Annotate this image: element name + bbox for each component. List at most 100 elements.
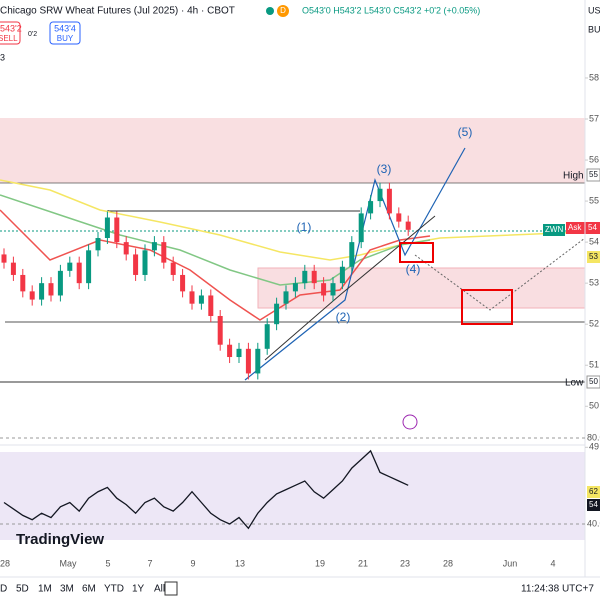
- symbol-tag: [543, 224, 565, 236]
- indicator-count: 3: [0, 52, 5, 62]
- clock: 11:24:38 UTC+7: [521, 584, 594, 595]
- rsi-tick-label: 40.0: [587, 518, 600, 528]
- currency-2: BU: [588, 24, 600, 34]
- candle: [255, 348, 261, 374]
- candle: [292, 283, 298, 292]
- ma-yellow: [0, 179, 586, 261]
- ask-label: Ask: [568, 223, 582, 232]
- candle: [1, 254, 7, 263]
- candle: [48, 283, 54, 296]
- candle: [349, 242, 355, 267]
- candle: [180, 274, 186, 292]
- range-button[interactable]: 6M: [82, 584, 96, 595]
- range-button[interactable]: YTD: [104, 584, 124, 595]
- resistance-zone: [0, 118, 585, 183]
- candle: [217, 315, 223, 345]
- y-tick-label: 56: [589, 154, 599, 164]
- candle: [396, 213, 402, 222]
- symbol-title: Chicago SRW Wheat Futures (Jul 2025) · 4…: [0, 6, 235, 17]
- candle: [133, 254, 139, 275]
- spread: 0'2: [28, 31, 37, 38]
- candle: [189, 291, 195, 304]
- candle: [311, 270, 317, 284]
- candle: [29, 291, 35, 300]
- candle: [114, 217, 120, 243]
- wave-label: (1): [297, 220, 312, 234]
- candle: [302, 270, 308, 284]
- high-value: 55: [589, 170, 598, 179]
- date-label: Jun: [503, 558, 518, 568]
- wave-label: (5): [458, 125, 473, 139]
- range-button[interactable]: 5D: [16, 584, 29, 595]
- candle: [151, 242, 157, 251]
- currency: US: [588, 5, 600, 15]
- date-label: 23: [400, 558, 410, 568]
- buy-button[interactable]: [49, 21, 81, 45]
- range-button[interactable]: D: [0, 584, 7, 595]
- badge-text: D: [280, 6, 286, 15]
- candle: [264, 324, 270, 349]
- date-label: 4: [550, 558, 555, 568]
- target-box: [399, 242, 434, 263]
- range-line: [107, 210, 360, 212]
- date-label: 5: [105, 558, 110, 568]
- date-label: 21: [358, 558, 368, 568]
- rsi-panel: [0, 452, 585, 540]
- date-label: 28: [443, 558, 453, 568]
- range-button[interactable]: 1Y: [132, 584, 145, 595]
- range-button[interactable]: All: [154, 584, 165, 595]
- wave-lines: [244, 147, 466, 381]
- candle: [142, 250, 148, 275]
- date-label: 9: [190, 558, 195, 568]
- rsi-tag: [587, 499, 600, 511]
- ma-value: 53: [589, 252, 598, 261]
- date-label: 7: [147, 558, 152, 568]
- low-label: Low: [565, 378, 584, 389]
- candle: [274, 303, 280, 325]
- candle: [170, 262, 176, 275]
- status-dot: [266, 7, 274, 15]
- target-box: [461, 289, 513, 325]
- symbol-tag-text: ZWN: [545, 225, 563, 234]
- calendar-icon[interactable]: [164, 581, 178, 596]
- rsi-line: [3, 449, 409, 530]
- y-tick-label: 55: [589, 195, 599, 205]
- ma-tag: [587, 251, 600, 263]
- wave-label: (2): [336, 310, 351, 324]
- high-label: High: [563, 171, 584, 182]
- candle: [245, 348, 251, 374]
- projection: [414, 237, 586, 311]
- rsi-tick-label: 80.0: [587, 432, 600, 442]
- y-tick-label: 52: [589, 319, 599, 329]
- y-tick-label: 53: [589, 278, 599, 288]
- y-tick-label: 51: [589, 360, 599, 370]
- wave-label: (4): [406, 262, 421, 276]
- candle: [330, 283, 336, 296]
- y-tick-label: 54: [589, 236, 599, 246]
- candle: [95, 238, 101, 251]
- candle: [104, 217, 110, 239]
- range-button[interactable]: 3M: [60, 584, 74, 595]
- ask-tag: [566, 222, 600, 234]
- badge: [277, 5, 289, 17]
- sell-button[interactable]: [0, 21, 21, 45]
- candle: [386, 188, 392, 214]
- rsi-ma-tag: [587, 486, 600, 498]
- ma-green: [0, 194, 431, 286]
- candle: [358, 213, 364, 243]
- candle: [86, 250, 92, 284]
- range-button[interactable]: 1M: [38, 584, 52, 595]
- candle: [76, 262, 82, 284]
- wave-label: (3): [377, 162, 392, 176]
- high-tag: [586, 168, 600, 182]
- event-icon[interactable]: [402, 414, 418, 430]
- rsi-value: 54: [589, 500, 598, 509]
- date-label: 19: [315, 558, 325, 568]
- buy-label: BUY: [57, 34, 74, 43]
- date-label: 28: [0, 558, 10, 568]
- candle: [10, 262, 16, 275]
- y-tick-label: 58: [589, 72, 599, 82]
- candle: [368, 201, 374, 214]
- sell-label: SELL: [0, 34, 18, 43]
